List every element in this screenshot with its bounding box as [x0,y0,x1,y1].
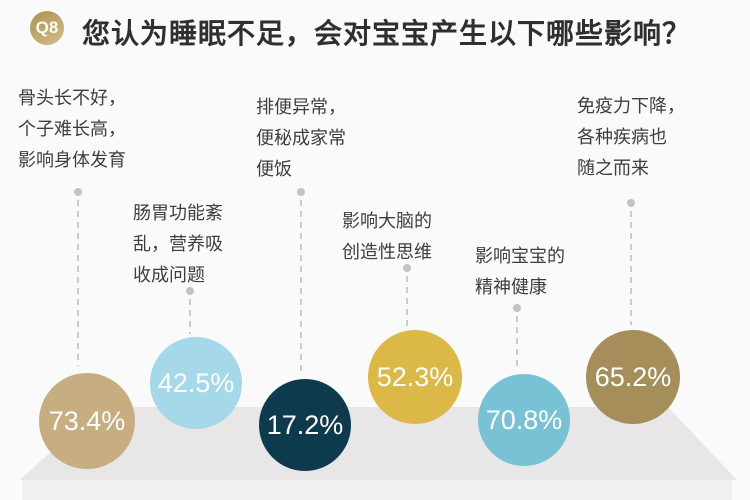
bubble-label: 肠胃功能紊 乱，营养吸 收成问题 [133,203,223,285]
bubble-label: 影响大脑的 创造性思维 [342,211,432,262]
connector-dot [403,264,411,272]
connector-dot [74,188,82,196]
bubble-circle: 70.8% [478,374,570,466]
question-number-badge: Q8 [30,11,64,45]
bubble-circle: 65.2% [586,330,680,424]
connector-dashed-line [516,316,518,370]
bubble-value: 17.2% [266,409,344,440]
bubble-value: 73.4% [48,405,126,436]
page-title: 您认为睡眠不足，会对宝宝产生以下哪些影响？ [82,18,692,49]
bubble-label: 排便异常， 便秘成家常 便饭 [256,97,346,179]
bubble-label: 影响宝宝的 精神健康 [475,246,565,297]
bubble-circle: 73.4% [39,373,135,469]
connector-dot [627,199,635,207]
connector-dot [513,304,521,312]
connector-dashed-line [406,276,408,327]
connector-dashed-line [300,200,302,374]
connector-dot [297,188,305,196]
connector-dashed-line [630,211,632,325]
bubble-circle: 17.2% [259,379,351,471]
bubble-value: 70.8% [485,404,563,435]
bubble-label: 骨头长不好， 个子难长高， 影响身体发育 [18,88,126,170]
bubble-value: 42.5% [157,367,235,398]
bubble-circle: 52.3% [368,330,462,424]
bubble-circle: 42.5% [150,337,242,429]
bubble-value: 65.2% [594,361,672,392]
connector-dashed-line [189,299,191,334]
question-number-text: Q8 [35,18,59,37]
bubble-label: 免疫力下降， 各种疾病也 随之而来 [577,96,685,178]
header: Q8 您认为睡眠不足，会对宝宝产生以下哪些影响？ [0,0,750,60]
connector-dot [186,287,194,295]
bubble-value: 52.3% [376,361,454,392]
connector-dashed-line [77,200,79,366]
platform-front-face [22,480,732,500]
